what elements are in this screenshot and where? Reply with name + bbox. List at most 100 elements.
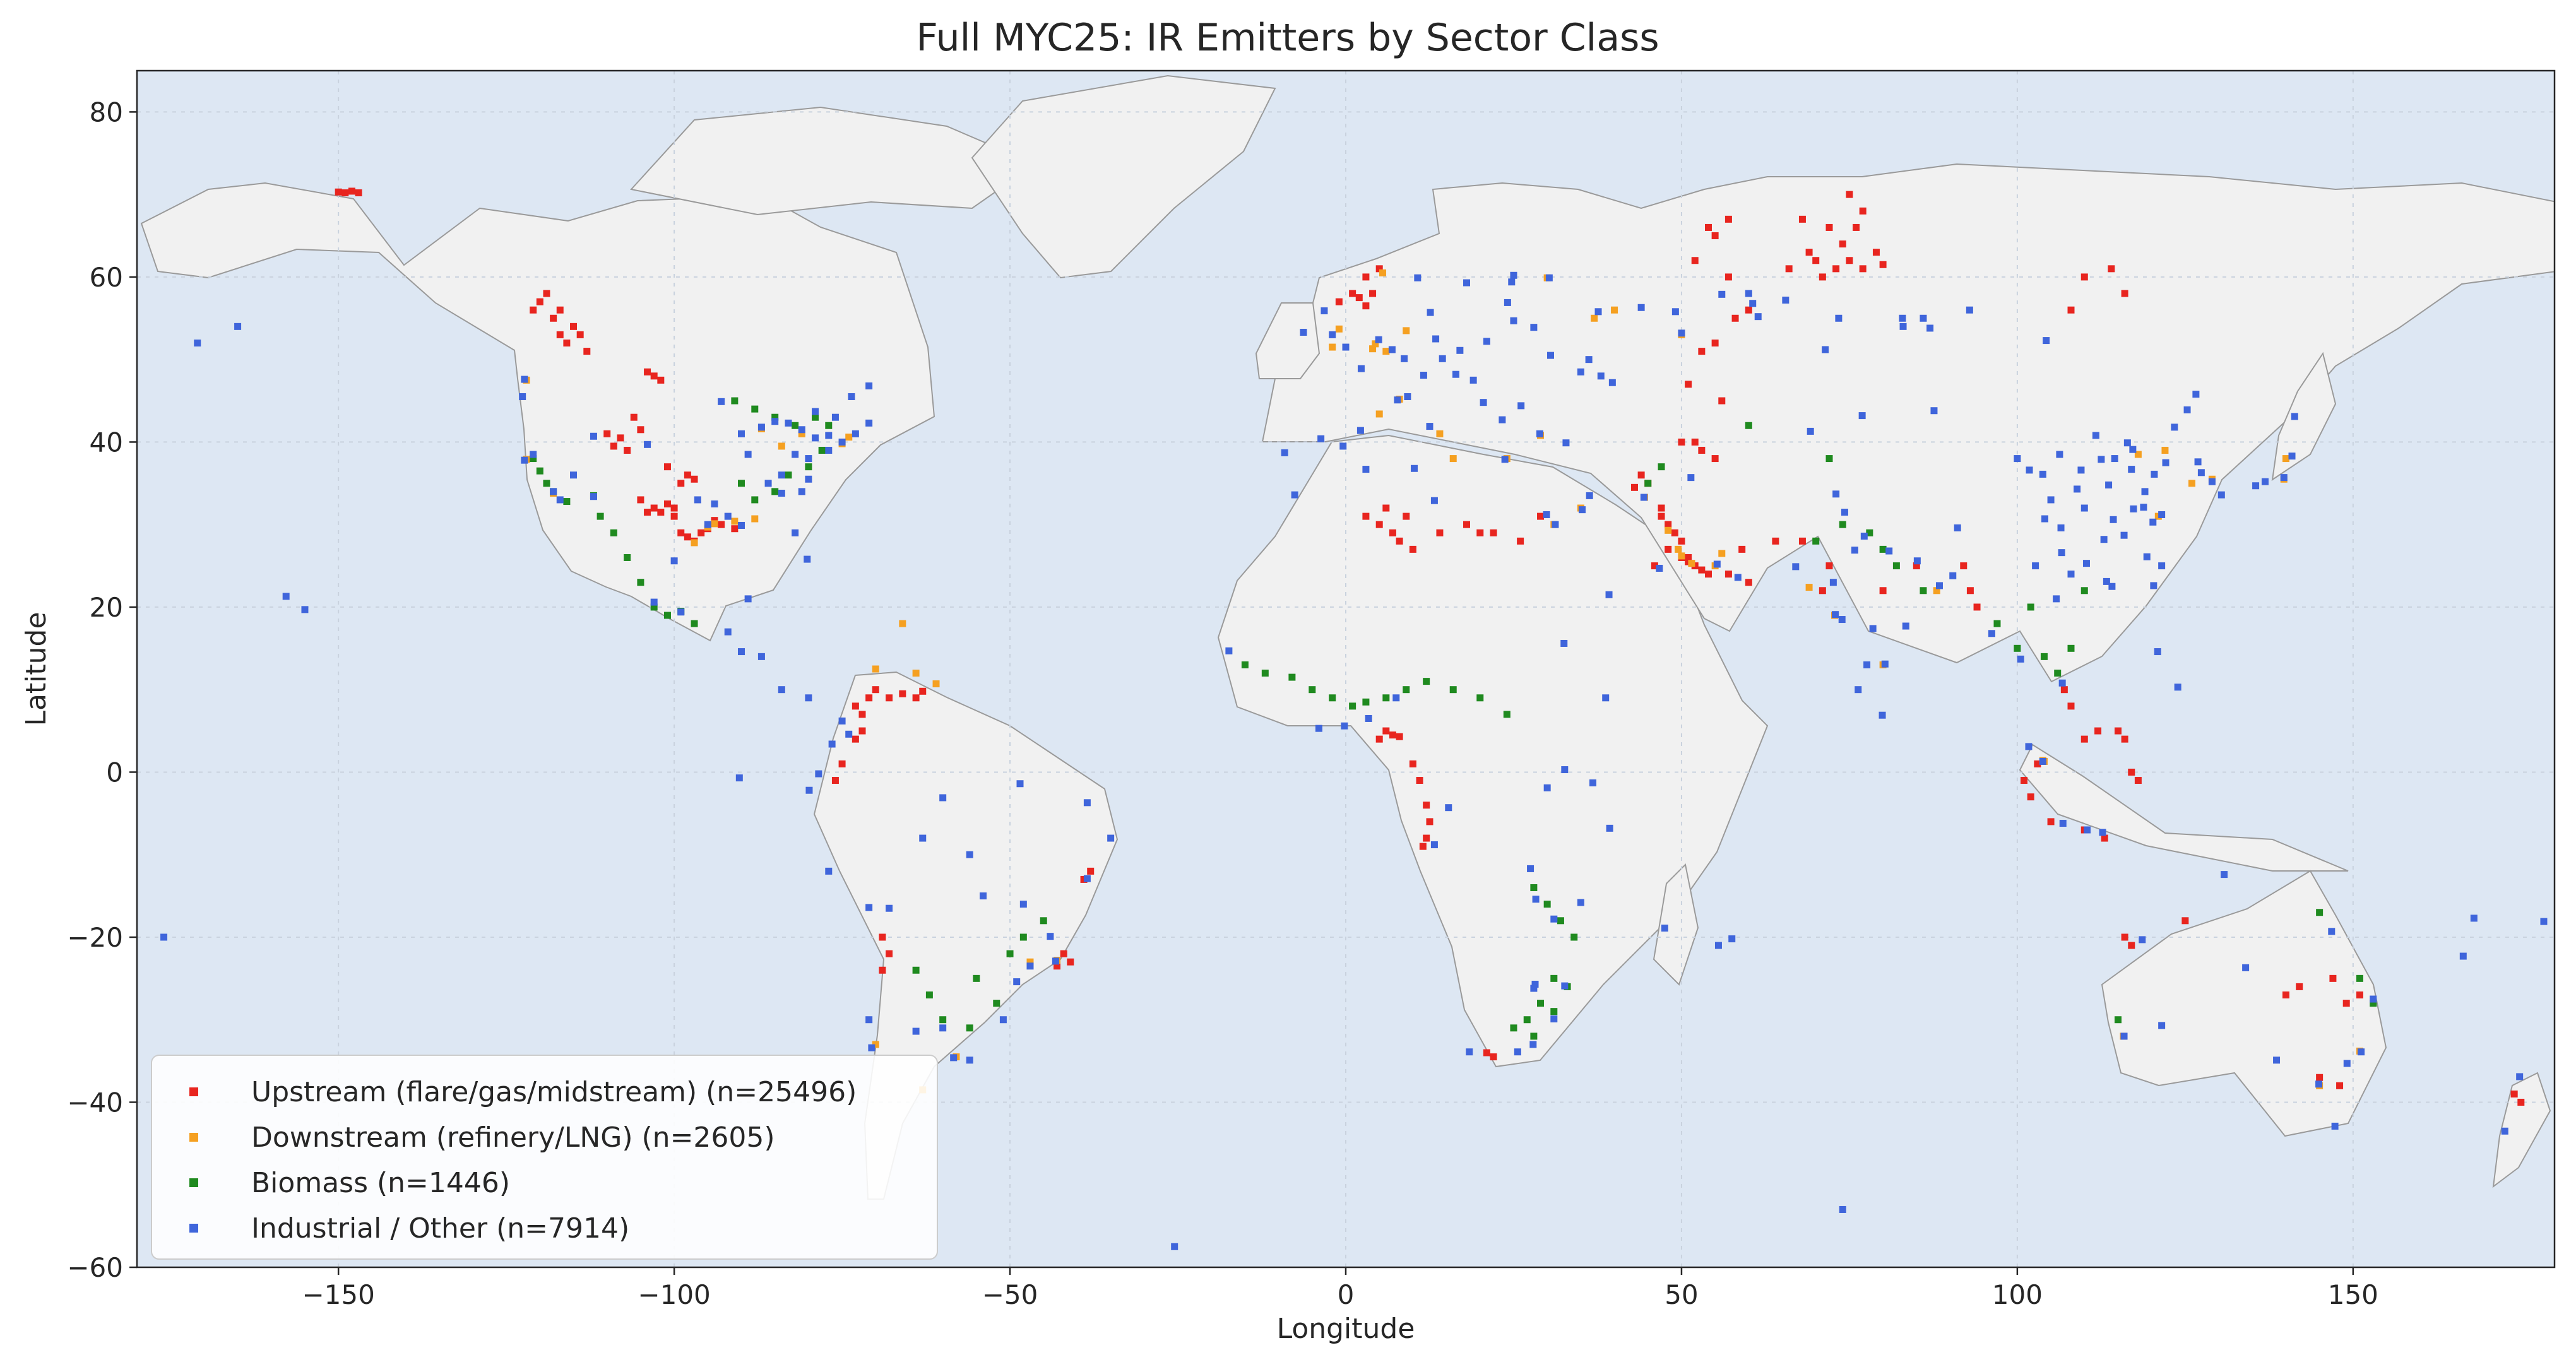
data-point bbox=[1718, 397, 1726, 405]
data-point bbox=[858, 727, 866, 735]
data-point bbox=[1881, 660, 1889, 668]
data-point bbox=[1698, 446, 1706, 454]
data-point bbox=[912, 670, 920, 677]
data-point bbox=[2121, 290, 2128, 297]
data-point bbox=[583, 348, 591, 355]
data-point bbox=[1560, 639, 1568, 647]
data-point bbox=[751, 515, 759, 523]
data-point bbox=[1329, 331, 1336, 338]
data-point bbox=[1606, 824, 1613, 832]
legend-marker bbox=[189, 1133, 198, 1142]
data-point bbox=[2108, 265, 2115, 273]
data-point bbox=[2149, 518, 2157, 526]
data-point bbox=[1550, 1008, 1558, 1015]
data-point bbox=[282, 593, 290, 600]
data-point bbox=[1107, 834, 1115, 842]
data-point bbox=[1404, 393, 1411, 400]
data-point bbox=[932, 680, 940, 688]
y-tick-label: −40 bbox=[67, 1087, 123, 1118]
data-point bbox=[1436, 529, 1444, 536]
data-point bbox=[735, 774, 743, 782]
data-point bbox=[1562, 439, 1570, 447]
data-point bbox=[2041, 515, 2049, 523]
data-point bbox=[1423, 834, 1430, 842]
data-point bbox=[1052, 957, 1059, 965]
data-point bbox=[684, 533, 691, 541]
data-point bbox=[1832, 265, 1840, 273]
data-point bbox=[1671, 529, 1678, 536]
data-point bbox=[2252, 482, 2260, 490]
data-point bbox=[1879, 545, 1887, 553]
data-point bbox=[694, 496, 701, 504]
data-point bbox=[1611, 306, 1618, 314]
data-point bbox=[1745, 306, 1752, 314]
data-point bbox=[691, 475, 698, 483]
data-point bbox=[1772, 537, 1779, 545]
data-point bbox=[556, 331, 564, 338]
data-point bbox=[848, 393, 855, 400]
data-point bbox=[1087, 867, 1095, 875]
data-point bbox=[1355, 294, 1363, 302]
data-point bbox=[1872, 249, 1880, 256]
data-point bbox=[2014, 455, 2021, 463]
data-point bbox=[2540, 918, 2548, 925]
data-point bbox=[1225, 647, 1233, 654]
data-point bbox=[1463, 521, 1470, 528]
data-point bbox=[2032, 562, 2039, 570]
data-point bbox=[570, 323, 578, 330]
data-point bbox=[1341, 722, 1348, 730]
data-point bbox=[2092, 432, 2099, 439]
data-point bbox=[1504, 299, 1511, 306]
data-point bbox=[1171, 1243, 1178, 1250]
data-point bbox=[738, 430, 745, 437]
data-point bbox=[1892, 562, 1900, 570]
data-point bbox=[663, 463, 671, 471]
data-point bbox=[919, 834, 927, 842]
data-point bbox=[2077, 466, 2085, 474]
data-point bbox=[2261, 478, 2269, 485]
data-point bbox=[2054, 670, 2062, 677]
data-point bbox=[2501, 1127, 2508, 1135]
data-point bbox=[1531, 980, 1539, 988]
data-point bbox=[1745, 579, 1752, 586]
data-point bbox=[1241, 661, 1249, 668]
data-point bbox=[691, 620, 698, 627]
data-point bbox=[2098, 456, 2105, 463]
data-point bbox=[1822, 346, 1829, 353]
data-point bbox=[1671, 308, 1679, 316]
data-point bbox=[1678, 537, 1685, 545]
data-point bbox=[1430, 841, 1438, 849]
data-point bbox=[2128, 466, 2135, 473]
data-point bbox=[1309, 686, 1316, 694]
data-point bbox=[563, 340, 571, 347]
x-tick-label: −150 bbox=[302, 1279, 374, 1310]
data-point bbox=[1420, 371, 1427, 379]
data-point bbox=[677, 529, 685, 536]
data-point bbox=[2183, 406, 2191, 413]
data-point bbox=[1853, 223, 1860, 231]
data-point bbox=[2356, 991, 2363, 998]
data-point bbox=[1339, 442, 1347, 450]
data-point bbox=[617, 434, 624, 442]
data-point bbox=[1389, 731, 1396, 739]
x-tick-label: −100 bbox=[638, 1279, 710, 1310]
data-point bbox=[341, 189, 349, 197]
data-point bbox=[1483, 338, 1490, 345]
data-point bbox=[785, 471, 792, 479]
data-point bbox=[2025, 743, 2033, 750]
data-point bbox=[2027, 793, 2034, 801]
data-point bbox=[757, 653, 765, 660]
data-point bbox=[1409, 760, 1416, 767]
data-point bbox=[1561, 982, 1569, 990]
data-point bbox=[576, 331, 584, 338]
data-point bbox=[2080, 504, 2088, 512]
data-point bbox=[657, 509, 665, 516]
data-point bbox=[2282, 455, 2289, 463]
series-2 bbox=[530, 397, 2377, 1040]
data-point bbox=[2510, 1090, 2518, 1098]
data-point bbox=[1530, 324, 1538, 331]
data-point bbox=[590, 493, 597, 500]
data-point bbox=[1423, 802, 1430, 809]
scatter-points bbox=[160, 187, 2548, 1250]
data-point bbox=[939, 1016, 947, 1024]
